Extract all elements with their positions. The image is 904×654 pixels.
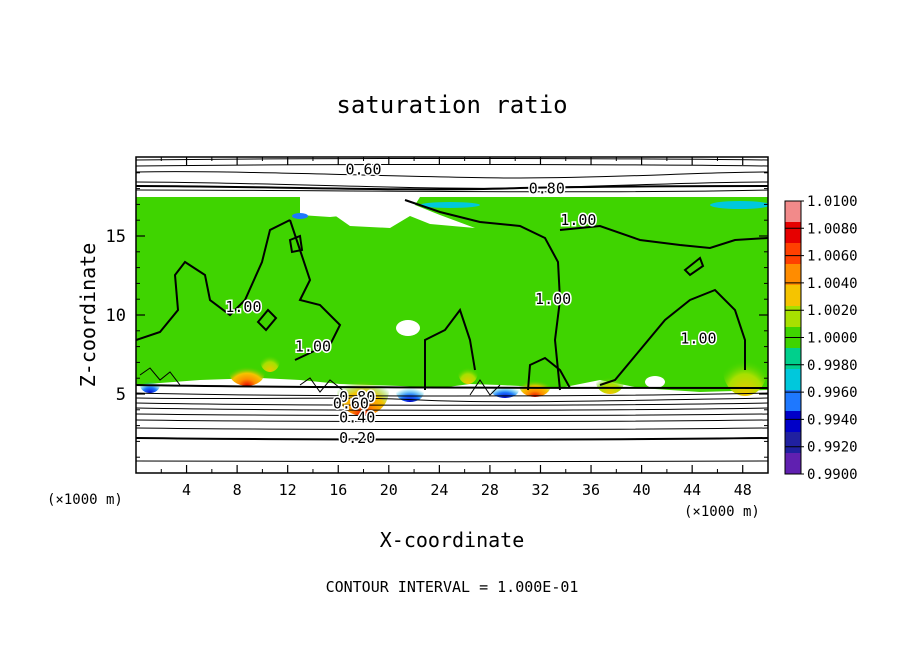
hot-spot <box>229 358 265 386</box>
colorbar-label: 0.9940 <box>807 412 858 428</box>
x-tick-label: 20 <box>380 481 398 499</box>
contour-label: 1.00 <box>225 298 261 316</box>
colorbar-label: 1.0040 <box>807 276 858 292</box>
colorbar-swatch <box>785 222 801 244</box>
chart-title: saturation ratio <box>336 91 567 119</box>
x-tick-label: 48 <box>734 481 752 499</box>
warm-spot <box>458 360 478 384</box>
colorbar-swatch <box>785 411 801 433</box>
cold-spot <box>710 201 768 209</box>
contour-label: 1.00 <box>560 211 596 229</box>
contour-label: 1.00 <box>535 290 571 308</box>
x-tick-label: 32 <box>531 481 549 499</box>
x-tick-label: 12 <box>279 481 297 499</box>
y-tick-label: 15 <box>106 227 126 247</box>
warm-spot <box>260 348 280 372</box>
colorbar-label: 0.9900 <box>807 467 858 483</box>
colorbar: 1.0100 1.0080 1.0060 1.0040 1.0020 1.0000 0.99… <box>784 194 858 483</box>
x-axis-label: X-coordinate <box>380 528 525 552</box>
hot-spot <box>337 364 389 416</box>
colorbar-swatch <box>785 348 801 370</box>
colorbar-label: 0.9920 <box>807 440 858 456</box>
dry-region <box>300 197 475 228</box>
contour-label: 0.80 <box>529 180 565 198</box>
plot-area <box>136 158 768 463</box>
contour-label: 0.80 <box>339 388 375 406</box>
colorbar-swatch <box>785 285 801 307</box>
contour-lines-low <box>136 367 768 463</box>
contour-lines-100 <box>136 199 768 391</box>
colorbar-label: 1.0060 <box>807 249 858 265</box>
contour-label: 1.00 <box>295 338 331 356</box>
x-tick-label: 28 <box>481 481 499 499</box>
colorbar-swatch <box>785 306 801 328</box>
contour-label: 0.60 <box>333 394 369 412</box>
x-tick-label: 16 <box>329 481 347 499</box>
colorbar-label: 1.0100 <box>807 194 858 210</box>
x-tick-label: 24 <box>430 481 448 499</box>
y-axis-label: Z-coordinate <box>76 243 100 388</box>
cold-spot <box>420 202 480 208</box>
dry-patch <box>396 320 420 336</box>
saturation-field <box>136 197 768 392</box>
y-tick-label: 10 <box>106 306 126 326</box>
cold-spot <box>491 382 519 398</box>
x-axis: 4 8 12 16 20 24 28 32 36 40 44 48 <box>160 157 752 499</box>
contour-label: 0.60 <box>345 161 381 179</box>
cold-spot <box>292 213 308 219</box>
colorbar-label: 1.0000 <box>807 331 858 347</box>
colorbar-swatch <box>785 264 801 286</box>
colorbar-swatch <box>785 243 801 265</box>
contour-label: 0.40 <box>339 409 375 427</box>
x-tick-label: 44 <box>683 481 701 499</box>
y-axis: 5 10 15 <box>106 172 768 458</box>
colorbar-label: 0.9980 <box>807 358 858 374</box>
colorbar-label: 1.0020 <box>807 303 858 319</box>
warm-spot <box>519 373 551 397</box>
y-tick-label: 5 <box>116 385 126 405</box>
colorbar-label: 0.9960 <box>807 385 858 401</box>
contour-label: 0.20 <box>339 429 375 447</box>
x-tick-label: 40 <box>633 481 651 499</box>
x-tick-label: 8 <box>233 481 242 499</box>
x-tick-label: 4 <box>182 481 191 499</box>
colorbar-swatch <box>785 369 801 391</box>
colorbar-label: 1.0080 <box>807 221 858 237</box>
colorbar-swatch <box>785 201 801 223</box>
contour-line-020 <box>136 437 768 441</box>
x-axis-unit-left: (×1000 m) <box>47 492 123 508</box>
contour-interval-note: CONTOUR INTERVAL = 1.000E-01 <box>326 578 579 596</box>
x-axis-unit-right: (×1000 m) <box>684 504 760 520</box>
dry-patch <box>645 376 665 388</box>
contour-labels: 0.600.801.001.001.001.001.000.800.600.40… <box>224 159 718 449</box>
colorbar-swatch <box>785 453 801 475</box>
colorbar-swatch <box>785 390 801 412</box>
contour-line-080 <box>136 185 768 191</box>
colorbar-swatch <box>785 432 801 454</box>
contour-label: 1.00 <box>680 330 716 348</box>
x-tick-label: 36 <box>582 481 600 499</box>
